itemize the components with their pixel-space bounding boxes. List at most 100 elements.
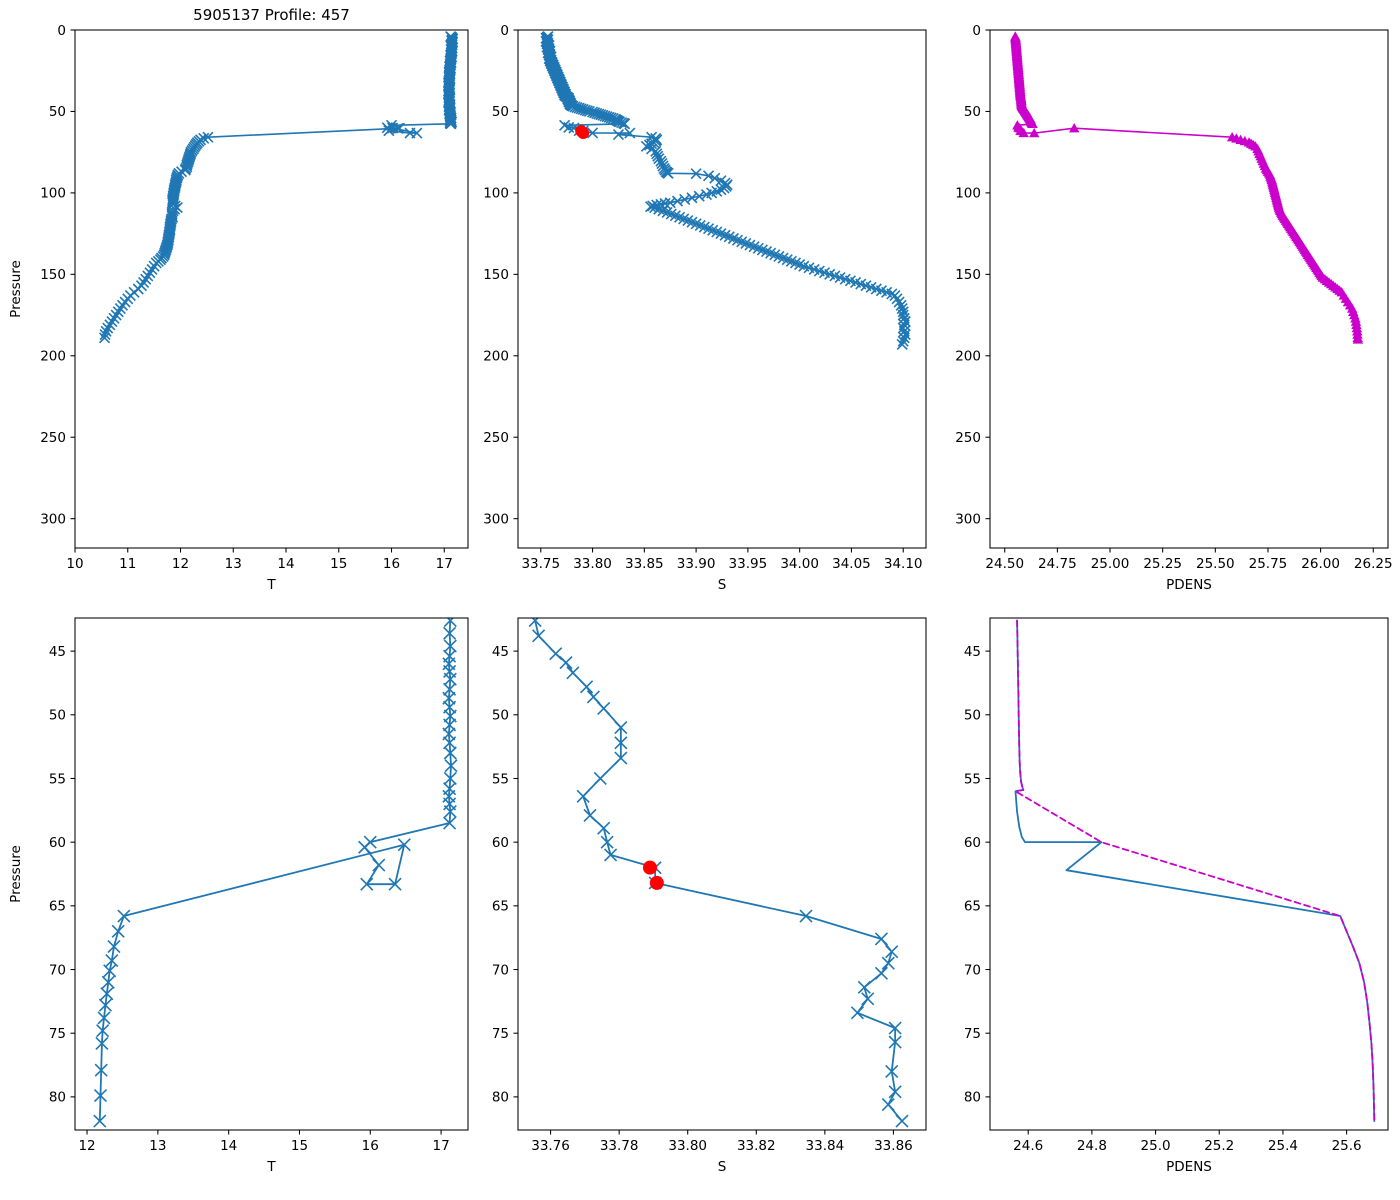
series-markers-S [540, 30, 911, 350]
y-tick-label: 100 [955, 186, 981, 202]
y-axis: 0 50 100 150 200 250 300 [483, 23, 518, 527]
panel-top-temperature: 10 11 12 13 14 15 16 17 T 0 50 100 150 200 250 300 Press… [0, 0, 480, 600]
y-tick-label: 65 [964, 899, 981, 915]
y-tick-label: 80 [49, 1090, 66, 1106]
x-tick-label: 15 [330, 556, 347, 572]
series-markers-flagged [643, 860, 664, 890]
y-axis-label: Pressure [8, 845, 24, 903]
x-tick-label: 26.25 [1354, 556, 1393, 572]
x-tick-label: 17 [436, 556, 453, 572]
plot-area [1010, 31, 1364, 344]
y-tick-label: 50 [492, 708, 509, 724]
x-tick-label: 13 [225, 556, 242, 572]
x-tick-label: 33.75 [521, 556, 560, 572]
chart-svg: 24.50 24.75 25.00 25.25 25.50 25.75 26.00 26.25… [955, 23, 1393, 593]
x-axis-label: S [718, 1159, 727, 1175]
y-axis: 45 50 55 60 65 70 75 80 Pressure [8, 644, 75, 1106]
x-tick-label: 10 [66, 556, 83, 572]
x-tick-label: 25.6 [1332, 1138, 1362, 1154]
axes-spines [74, 29, 469, 549]
x-axis-label: PDENS [1166, 577, 1212, 593]
x-tick-label: 33.80 [573, 556, 612, 572]
y-tick-label: 300 [40, 511, 66, 527]
y-tick-label: 70 [49, 962, 66, 978]
y-tick-label: 70 [964, 962, 981, 978]
y-axis: 0 50 100 150 200 250 300 Pressure [8, 23, 75, 527]
y-tick-label: 0 [500, 23, 509, 39]
x-tick-label: 24.75 [1038, 556, 1077, 572]
y-tick-label: 0 [972, 23, 981, 39]
x-axis: 24.50 24.75 25.00 25.25 25.50 25.75 26.00 26.25… [985, 548, 1393, 593]
y-tick-label: 250 [40, 430, 66, 446]
y-tick-label: 60 [49, 835, 66, 851]
chart-svg: 12 13 14 15 16 17 T 45 50 55 60 65 70 75 80 Pressure [8, 617, 469, 1175]
y-tick-label: 150 [40, 267, 66, 283]
y-axis: 0 50 100 150 200 250 300 [955, 23, 990, 527]
x-tick-label: 14 [220, 1138, 237, 1154]
y-tick-label: 50 [964, 104, 981, 120]
x-tick-label: 15 [291, 1138, 308, 1154]
y-tick-label: 50 [964, 708, 981, 724]
x-tick-label: 33.86 [874, 1138, 913, 1154]
y-tick-label: 65 [49, 899, 66, 915]
y-tick-label: 200 [483, 349, 509, 365]
y-tick-label: 55 [49, 771, 66, 787]
y-tick-label: 45 [964, 644, 981, 660]
x-axis-label: T [266, 577, 276, 593]
x-axis: 10 11 12 13 14 15 16 17 T [66, 548, 453, 593]
x-tick-label: 11 [119, 556, 136, 572]
x-tick-label: 24.6 [1013, 1138, 1043, 1154]
x-tick-label: 25.2 [1204, 1138, 1234, 1154]
y-tick-label: 75 [49, 1026, 66, 1042]
x-tick-label: 33.78 [600, 1138, 639, 1154]
x-tick-label: 33.82 [737, 1138, 776, 1154]
x-tick-label: 33.80 [668, 1138, 707, 1154]
x-tick-label: 34.00 [780, 556, 819, 572]
x-tick-label: 12 [78, 1138, 95, 1154]
axes-spines [989, 29, 1389, 549]
y-tick-label: 150 [483, 267, 509, 283]
y-tick-label: 100 [483, 186, 509, 202]
plot-area [528, 618, 909, 1128]
panel-top-salinity: 33.75 33.80 33.85 33.90 33.95 34.00 34.05 34.10… [466, 0, 938, 600]
plot-area [1014, 619, 1376, 1122]
panel-bottom-temperature: 12 13 14 15 16 17 T 45 50 55 60 65 70 75 80 Pressure [0, 600, 480, 1200]
x-tick-label: 16 [362, 1138, 379, 1154]
y-tick-label: 70 [492, 962, 509, 978]
x-axis-label: PDENS [1166, 1159, 1212, 1175]
y-tick-label: 45 [492, 644, 509, 660]
x-tick-label: 25.75 [1249, 556, 1288, 572]
y-tick-label: 250 [955, 430, 981, 446]
x-tick-label: 17 [432, 1138, 449, 1154]
series-line-PDENS [1014, 619, 1376, 1122]
x-tick-label: 13 [149, 1138, 166, 1154]
y-tick-label: 50 [49, 708, 66, 724]
x-tick-label: 25.4 [1268, 1138, 1298, 1154]
x-tick-label: 25.0 [1141, 1138, 1171, 1154]
x-tick-label: 34.05 [832, 556, 871, 572]
y-tick-label: 60 [492, 835, 509, 851]
y-tick-label: 150 [955, 267, 981, 283]
x-axis-label: T [266, 1159, 276, 1175]
x-tick-label: 12 [172, 556, 189, 572]
plot-area [98, 30, 459, 344]
y-tick-label: 0 [57, 23, 66, 39]
axes-spines [989, 617, 1389, 1131]
y-tick-label: 100 [40, 186, 66, 202]
y-tick-label: 300 [483, 511, 509, 527]
y-tick-label: 300 [955, 511, 981, 527]
x-axis: 33.76 33.78 33.80 33.82 33.84 33.86 S [531, 1130, 913, 1175]
x-tick-label: 24.8 [1077, 1138, 1107, 1154]
chart-title: 5905137 Profile: 457 [193, 6, 350, 24]
plot-area [93, 618, 458, 1128]
y-tick-label: 50 [49, 104, 66, 120]
axes-spines [517, 29, 927, 549]
y-tick-label: 200 [40, 349, 66, 365]
chart-svg: 33.75 33.80 33.85 33.90 33.95 34.00 34.05 34.10… [483, 23, 927, 593]
x-tick-label: 14 [277, 556, 294, 572]
axes-spines [74, 617, 469, 1131]
series-line-T [98, 619, 452, 1122]
panel-bottom-salinity: 33.76 33.78 33.80 33.82 33.84 33.86 S 45 50 55 60 6… [466, 600, 938, 1200]
series-markers-PDENS [1010, 31, 1364, 344]
